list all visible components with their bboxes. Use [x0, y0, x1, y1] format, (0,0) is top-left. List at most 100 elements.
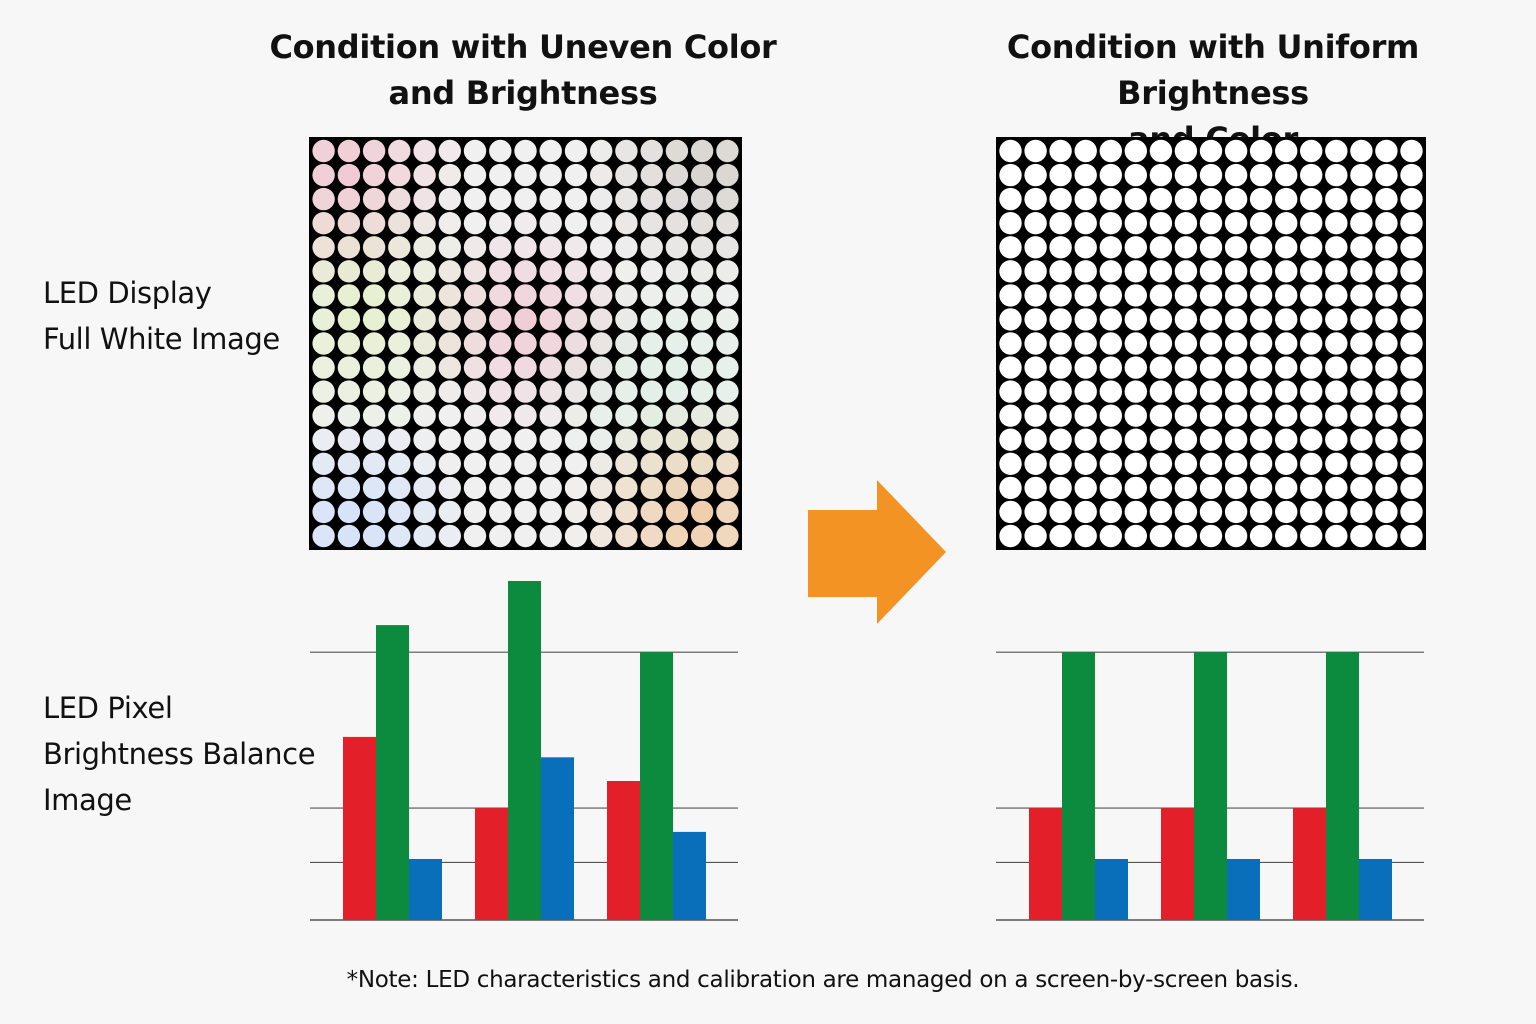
- led-pixel: [1300, 524, 1323, 548]
- led-pixel: [1074, 404, 1097, 427]
- led-pixel: [463, 139, 487, 163]
- led-pixel: [1300, 332, 1323, 355]
- led-pixel: [1149, 236, 1173, 259]
- led-pixel: [463, 260, 487, 283]
- led-pixel: [1275, 212, 1298, 235]
- led-pixel: [1300, 500, 1323, 524]
- led-pixel: [1024, 163, 1047, 187]
- led-pixel: [539, 187, 562, 211]
- led-pixel: [1224, 212, 1248, 235]
- led-pixel: [1124, 308, 1147, 331]
- led-pixel: [539, 260, 562, 283]
- led-pixel: [413, 356, 436, 379]
- led-pixel: [514, 428, 537, 451]
- led-pixel: [1199, 452, 1223, 475]
- led-pixel: [1024, 139, 1047, 163]
- led-pixel: [1300, 380, 1323, 403]
- led-pixel: [564, 428, 588, 451]
- led-pixel: [590, 236, 613, 259]
- led-pixel: [1149, 260, 1173, 283]
- led-pixel: [1149, 139, 1173, 163]
- led-pixel: [1074, 139, 1097, 163]
- led-pixel: [1149, 428, 1173, 451]
- red-bar-3: [1293, 808, 1326, 920]
- led-pixel: [1149, 524, 1173, 548]
- led-pixel: [999, 212, 1022, 235]
- led-pixel: [615, 524, 638, 548]
- led-pixel: [1099, 236, 1122, 259]
- led-pixel: [665, 524, 689, 548]
- led-pixel: [463, 356, 487, 379]
- led-pixel: [1300, 356, 1323, 379]
- led-pixel: [690, 356, 714, 379]
- led-pixel: [362, 500, 386, 524]
- led-pixel: [564, 356, 588, 379]
- led-pixel: [514, 187, 537, 211]
- led-pixel: [312, 332, 335, 355]
- led-pixel: [615, 308, 638, 331]
- led-pixel: [564, 236, 588, 259]
- led-pixel: [514, 476, 537, 500]
- led-pixel: [1124, 428, 1147, 451]
- led-pixel: [640, 260, 663, 283]
- led-pixel: [999, 476, 1022, 500]
- led-pixel: [1400, 187, 1423, 211]
- led-pixel: [337, 284, 361, 307]
- led-pixel: [590, 332, 613, 355]
- led-pixel: [388, 404, 411, 427]
- led-pixel: [1325, 187, 1348, 211]
- led-pixel: [1325, 212, 1348, 235]
- led-pixel: [1124, 212, 1147, 235]
- led-pixel: [1199, 476, 1223, 500]
- led-pixel: [1049, 380, 1072, 403]
- led-pixel: [514, 356, 537, 379]
- led-pixel: [489, 404, 512, 427]
- led-pixel: [640, 428, 663, 451]
- led-pixel: [388, 236, 411, 259]
- led-pixel: [615, 260, 638, 283]
- led-pixel: [1275, 380, 1298, 403]
- led-pixel: [1350, 380, 1373, 403]
- led-pixel: [1350, 500, 1373, 524]
- led-pixel: [1124, 260, 1147, 283]
- led-pixel: [337, 476, 361, 500]
- led-pixel: [463, 187, 487, 211]
- led-pixel: [1199, 308, 1223, 331]
- led-pixel: [388, 139, 411, 163]
- led-pixel: [1325, 428, 1348, 451]
- led-pixel: [690, 187, 714, 211]
- led-pixel: [1174, 428, 1198, 451]
- led-pixel: [1249, 163, 1273, 187]
- led-pixel: [1124, 476, 1147, 500]
- led-pixel: [1149, 163, 1173, 187]
- row-label-balance-line-3: Image: [43, 783, 132, 817]
- led-pixel: [1174, 187, 1198, 211]
- led-pixel: [312, 236, 335, 259]
- led-pixel: [640, 476, 663, 500]
- led-pixel: [1174, 452, 1198, 475]
- led-pixel: [615, 187, 638, 211]
- footnote: *Note: LED characteristics and calibrati…: [346, 967, 1300, 993]
- led-pixel: [1149, 284, 1173, 307]
- led-pixel: [640, 236, 663, 259]
- led-pixel: [690, 308, 714, 331]
- led-pixel: [539, 212, 562, 235]
- led-pixel: [489, 139, 512, 163]
- led-pixel: [1375, 332, 1398, 355]
- led-pixel: [413, 332, 436, 355]
- led-pixel: [716, 139, 739, 163]
- led-pixel: [1400, 260, 1423, 283]
- led-pixel: [1400, 332, 1423, 355]
- led-pixel: [615, 212, 638, 235]
- red-bar-1: [343, 736, 376, 920]
- led-pixel: [438, 356, 461, 379]
- led-pixel: [1199, 212, 1223, 235]
- led-pixel: [1149, 308, 1173, 331]
- led-pixel: [1300, 428, 1323, 451]
- led-pixel: [514, 524, 537, 548]
- led-pixel: [489, 428, 512, 451]
- led-pixel: [1074, 236, 1097, 259]
- led-pixel: [1224, 404, 1248, 427]
- led-pixel: [590, 476, 613, 500]
- led-pixel: [1224, 308, 1248, 331]
